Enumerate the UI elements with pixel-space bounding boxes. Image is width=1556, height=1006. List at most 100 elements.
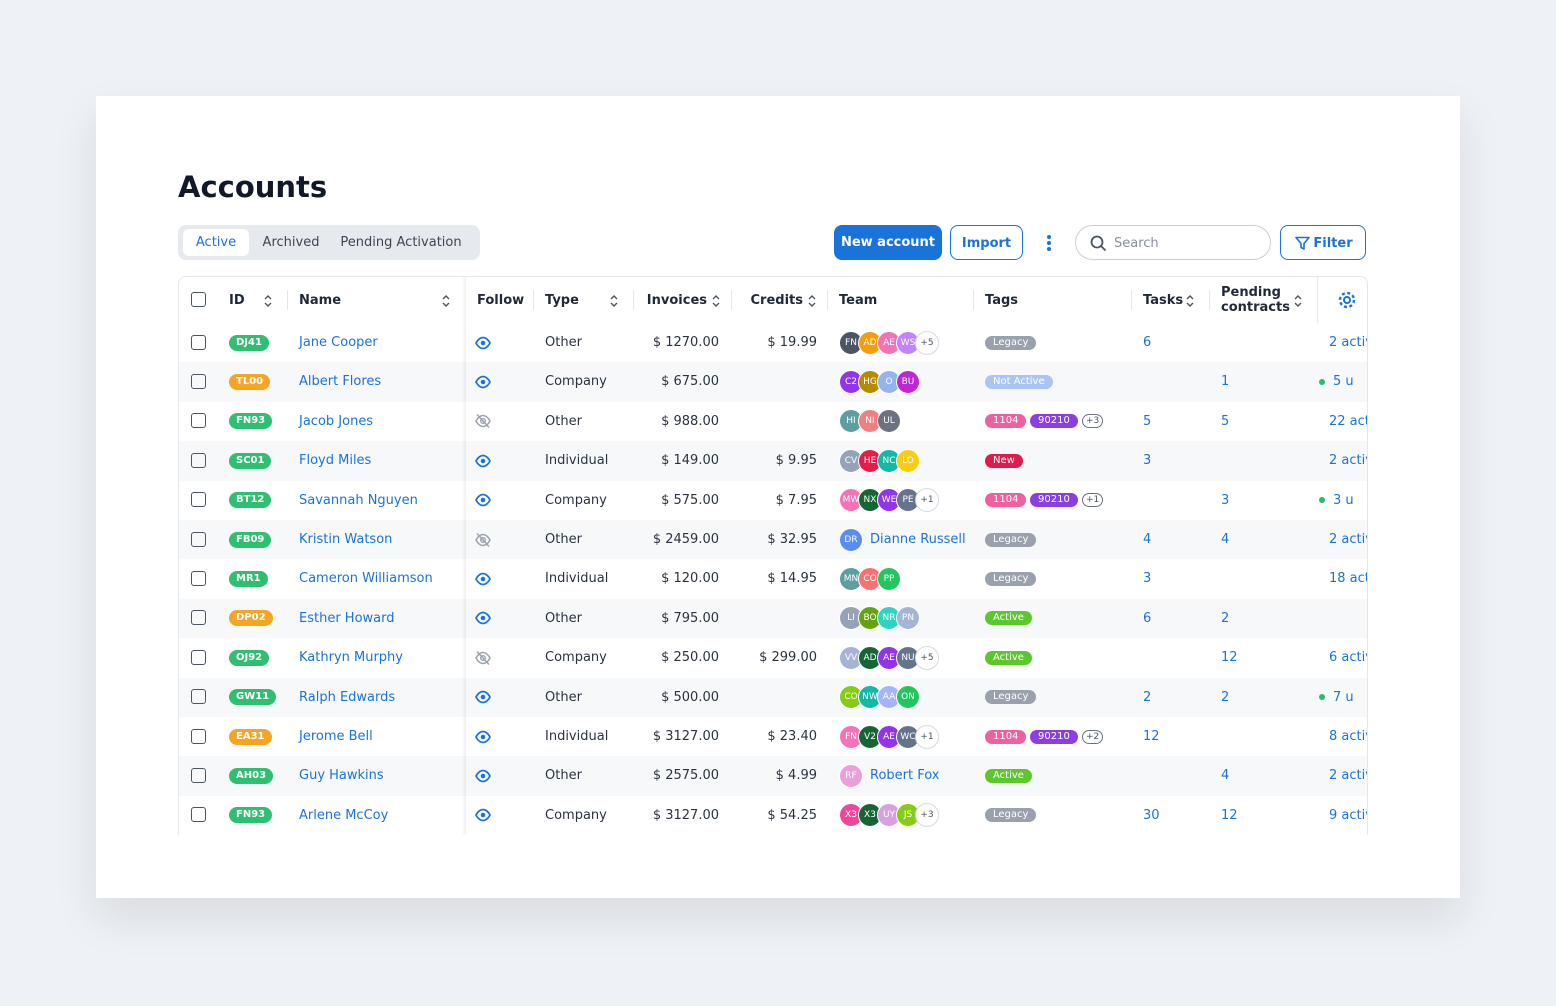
avatar[interactable]: WS	[896, 330, 920, 355]
id-badge: AH03	[229, 768, 274, 785]
sort-icon-graphic	[808, 295, 816, 307]
account-name: Kathryn Murphy	[299, 650, 403, 666]
checkbox[interactable]	[191, 571, 206, 587]
sort-icon[interactable]	[1185, 293, 1195, 307]
avatar[interactable]: DR	[839, 527, 863, 552]
avatar[interactable]: RF	[839, 764, 863, 789]
table-row[interactable]: FB09 Kristin Watson Other $ 2459.00 $ 32.95 D…	[179, 520, 1367, 560]
avatar[interactable]: UY	[877, 803, 901, 828]
avatar[interactable]: MN	[839, 567, 863, 592]
table-row[interactable]: FN93 Arlene McCoy Company $ 3127.00 $ 54.25 X…	[179, 795, 1367, 835]
table-row[interactable]: MR1 Cameron Williamson Individual $ 120.00 $…	[179, 559, 1367, 599]
import-button[interactable]: Import	[950, 225, 1023, 260]
follow-icon[interactable]	[475, 807, 491, 823]
checkbox[interactable]	[191, 413, 206, 429]
checkbox[interactable]	[191, 531, 206, 547]
sort-icon[interactable]	[441, 293, 451, 307]
avatar[interactable]: PN	[896, 606, 920, 631]
table-row[interactable]: EA31 Jerome Bell Individual $ 3127.00 $ 23.4…	[179, 717, 1367, 757]
follow-icon[interactable]	[475, 689, 491, 705]
avatar[interactable]: BU	[896, 370, 920, 395]
tab[interactable]: Archived	[262, 235, 320, 250]
checkbox[interactable]	[191, 689, 206, 705]
tab[interactable]: Pending Activation	[340, 235, 462, 250]
checkbox[interactable]	[191, 452, 206, 468]
tab[interactable]: Active	[183, 229, 249, 256]
follow-icon[interactable]	[475, 610, 491, 626]
account-type: Other	[545, 335, 582, 350]
avatar[interactable]: AA	[877, 685, 901, 710]
column-header[interactable]: ID	[229, 292, 245, 308]
settings-divider	[1317, 277, 1318, 323]
avatar[interactable]: PP	[877, 567, 901, 592]
settings-icon[interactable]	[1337, 290, 1357, 310]
credits: $ 7.95	[775, 492, 817, 508]
unfollow-icon[interactable]	[475, 532, 491, 548]
account-type: Other	[545, 689, 582, 705]
filter-button[interactable]: Filter	[1280, 225, 1366, 260]
unfollow-icon[interactable]	[475, 413, 491, 429]
avatar[interactable]: AD	[858, 330, 882, 355]
avatar[interactable]: NW	[858, 685, 882, 710]
checkbox[interactable]	[191, 492, 206, 508]
table-row[interactable]: SC01 Floyd Miles Individual $ 149.00 $ 9.95 C…	[179, 441, 1367, 481]
table-row[interactable]: AH03 Guy Hawkins Other $ 2575.00 $ 4.99 RF Rob…	[179, 756, 1367, 796]
credits: $ 23.40	[767, 729, 817, 744]
avatar[interactable]: CV	[839, 448, 863, 473]
avatar[interactable]: ON	[896, 685, 920, 710]
sort-icon[interactable]	[807, 293, 817, 307]
sort-icon[interactable]	[1293, 293, 1303, 307]
account-name: Arlene McCoy	[299, 807, 389, 823]
checkbox[interactable]	[191, 807, 206, 823]
table-row[interactable]: DP02 Esther Howard Other $ 795.00 LI BO NR PN Ac…	[179, 598, 1367, 639]
activity: 7 u	[1333, 689, 1354, 705]
table-row[interactable]: FN93 Jacob Jones Other $ 988.00 HI NI UL 1104 90…	[179, 401, 1367, 442]
checkbox[interactable]	[191, 768, 206, 784]
table-row[interactable]: BT12 Savannah Nguyen Company $ 575.00 $ 7.95…	[179, 480, 1367, 520]
sort-icon[interactable]	[711, 293, 721, 307]
follow-icon[interactable]	[475, 453, 491, 469]
column-header[interactable]: Tags	[985, 292, 1019, 308]
avatar-more[interactable]: +3	[915, 803, 939, 828]
checkbox[interactable]	[191, 649, 206, 665]
table-row[interactable]: OJ92 Kathryn Murphy Company $ 250.00 $ 299.0…	[179, 638, 1367, 678]
table-row[interactable]: DJ41 Jane Cooper Other $ 1270.00 $ 19.99 FN AD…	[179, 323, 1367, 363]
avatar-more[interactable]: +5	[915, 330, 939, 355]
unfollow-icon[interactable]	[475, 650, 491, 666]
avatar-more[interactable]: +1	[915, 488, 939, 513]
checkbox[interactable]	[191, 292, 206, 307]
checkbox[interactable]	[191, 374, 206, 390]
id-badge: BT12	[229, 492, 272, 509]
follow-icon[interactable]	[475, 571, 491, 587]
avatar[interactable]: LO	[896, 448, 920, 473]
search-box[interactable]: Search	[1075, 225, 1271, 260]
follow-icon[interactable]	[475, 729, 491, 745]
sort-icon[interactable]	[263, 293, 273, 307]
follow-icon[interactable]	[475, 335, 491, 351]
column-header[interactable]: Type	[545, 292, 579, 308]
sort-icon[interactable]	[609, 293, 619, 307]
column-header[interactable]: Team	[839, 292, 878, 308]
checkbox[interactable]	[191, 610, 206, 626]
column-header[interactable]: Tasks	[1143, 292, 1184, 308]
avatar-more[interactable]: +1	[915, 724, 939, 749]
avatar-more[interactable]: +5	[915, 645, 939, 670]
column-header[interactable]: Name	[299, 292, 342, 308]
table-row[interactable]: TL00 Albert Flores Company $ 675.00 C2 HG O BU N…	[179, 362, 1367, 402]
follow-icon[interactable]	[475, 768, 491, 784]
column-header[interactable]: Invoices	[646, 292, 707, 308]
tag: Legacy	[985, 335, 1037, 350]
follow-icon[interactable]	[475, 374, 491, 390]
column-header[interactable]: Pending contracts	[1221, 285, 1290, 315]
new-account-button[interactable]: New account	[834, 225, 942, 260]
avatar[interactable]: UL	[877, 409, 901, 434]
column-header[interactable]: Follow	[477, 292, 525, 308]
avatar[interactable]: AD	[858, 645, 882, 670]
follow-icon[interactable]	[475, 492, 491, 508]
checkbox[interactable]	[191, 728, 206, 744]
column-header[interactable]: Credits	[750, 292, 803, 308]
checkbox[interactable]	[191, 334, 206, 350]
more-menu-icon[interactable]	[1042, 232, 1056, 254]
tag: 90210	[1030, 729, 1078, 744]
table-row[interactable]: GW11 Ralph Edwards Other $ 500.00 CO NW AA ON Le…	[179, 677, 1367, 717]
